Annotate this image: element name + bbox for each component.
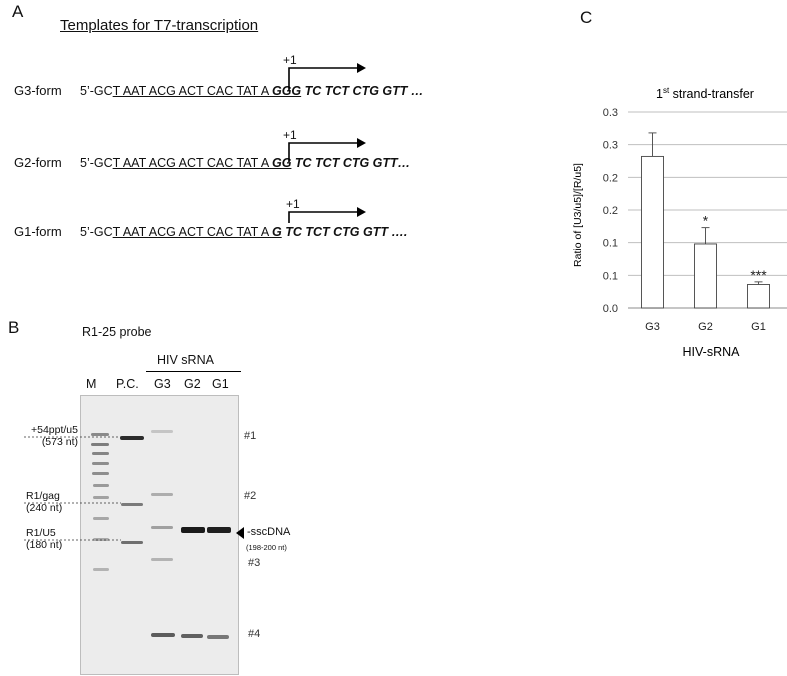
gel-image [80,395,239,675]
form-label-3: G1-form [14,224,62,239]
probe-label: R1-25 probe [82,325,152,339]
templates-title: Templates for T7-transcription [60,17,259,34]
sscdna-size: (198-200 nt) [246,543,287,552]
marker-guide-lines [24,436,121,541]
g1-band-4 [207,635,229,639]
template-sequence-3: 5’-GCT AAT ACG ACT CAC TAT A G TC TCT CT… [80,225,407,239]
g1-band-ssc [207,527,231,533]
bar-g2 [694,243,717,309]
y-tick-label: 0.2 [603,172,618,184]
g3-band-ssc [151,526,173,529]
y-tick-label: 0.1 [603,238,618,250]
y-tick-label: 0.3 [603,140,618,152]
bar-g3 [641,155,664,309]
ladder-band [93,517,109,520]
template-sequence-2: 5’-GCT AAT ACG ACT CAC TAT A GG TC TCT C… [80,156,410,170]
pc-band-180 [121,541,143,544]
tss-arrow-g3 [288,63,366,91]
x-tick-labels: G3 G2 G1 [645,321,766,333]
error-bar-g3 [648,132,657,157]
band-number-2: #2 [244,490,257,502]
pc-band-240 [121,503,143,506]
strand-transfer-chart: 0.00.10.10.20.20.30.3 **** G3 G2 G1 1st st… [572,86,787,359]
panel-c-letter: C [580,8,593,27]
pc-band-573 [120,436,144,440]
error-bar-g1 [754,281,763,285]
x-tick-label-g2: G2 [698,321,713,333]
x-axis-label: HIV-sRNA [683,345,741,359]
significance-marks: **** [703,213,767,283]
lane-g3: G3 [154,377,171,391]
band-number-1: #1 [244,430,257,442]
y-axis-label: Ratio of [U3/u5]/[R/u5] [572,163,584,267]
ladder-band [92,452,109,455]
marker-label-180: R1/U5 (180 nt) [26,527,63,551]
lane-g2: G2 [184,377,201,391]
error-bar-g2 [701,227,710,244]
tss-arrow-g2 [288,138,366,162]
significance-mark-g1: *** [750,267,767,283]
sequence-tail: TC TCT CTG GTT… [291,156,411,170]
g2-band-4 [181,634,203,638]
form-label-1: G3-form [14,83,62,98]
sequence-underlined: T AAT ACG ACT CAC TAT A [112,84,272,98]
marker-label-573: +54ppt/u5 (573 nt) [30,424,78,448]
g3-band-3 [151,558,173,561]
y-tick-labels: 0.0 0.1 0.1 0.2 0.2 0.3 0.3 [603,107,618,315]
band-number-4: #4 [248,628,261,640]
x-tick-label-g1: G1 [751,321,766,333]
sequence-tail: TC TCT CTG GTT …. [281,225,408,239]
sequence-prefix: 5’-GC [80,225,113,239]
lane-g1: G1 [212,377,229,391]
template-sequence-1: 5’-GCT AAT ACG ACT CAC TAT A GGG TC TCT … [80,84,423,98]
sequence-g-part: GG [271,156,292,170]
sequence-g-part: G [271,225,282,239]
ladder-band [91,433,109,436]
form-label-2: G2-form [14,155,62,170]
sequence-underlined: T AAT ACG ACT CAC TAT A [112,225,272,239]
g2-band-ssc [181,527,205,533]
ladder-band [93,538,109,541]
tss-arrows [288,63,366,223]
ladder-band [92,462,109,465]
y-tick-label: 0.2 [603,205,618,217]
panel-b-letter: B [8,318,20,337]
sscdna-label: -sscDNA [247,526,291,538]
y-tick-label: 0.1 [603,270,618,282]
plus-one-label-g3: +1 [283,53,297,67]
ladder-band [91,443,109,446]
marker-label-240: R1/gag (240 nt) [26,490,63,514]
plus-one-label-g2: +1 [283,128,297,142]
error-bars [648,132,763,285]
panel-a-letter: A [12,2,24,21]
ladder-band [93,568,109,571]
lane-pc: P.C. [116,377,139,391]
sequence-underlined: T AAT ACG ACT CAC TAT A [112,156,272,170]
g3-band-4 [151,633,175,637]
y-tick-label: 0.3 [603,107,618,119]
significance-mark-g2: * [703,213,709,229]
sequence-prefix: 5’-GC [80,156,113,170]
sscdna-arrowhead-icon [236,527,244,539]
ladder-band [92,472,109,475]
chart-title: 1st strand-transfer [656,86,754,101]
band-number-3: #3 [248,557,261,569]
g3-band-2 [151,493,173,496]
plus-one-label-g1: +1 [286,197,300,211]
tss-arrow-g1 [288,207,366,223]
g3-band-1 [151,430,173,433]
sequence-prefix: 5’-GC [80,84,113,98]
ladder-band [93,496,109,499]
sequence-g-part: GGG [271,84,302,98]
group-underline [146,371,241,372]
sequence-tail: TC TCT CTG GTT … [301,84,424,98]
bar-g1 [747,284,770,309]
x-tick-label-g3: G3 [645,321,660,333]
chart-bars [641,155,770,309]
y-tick-label: 0.0 [603,303,618,315]
lane-m: M [86,377,97,391]
hiv-srna-group-label: HIV sRNA [157,353,214,367]
ladder-band [93,484,109,487]
